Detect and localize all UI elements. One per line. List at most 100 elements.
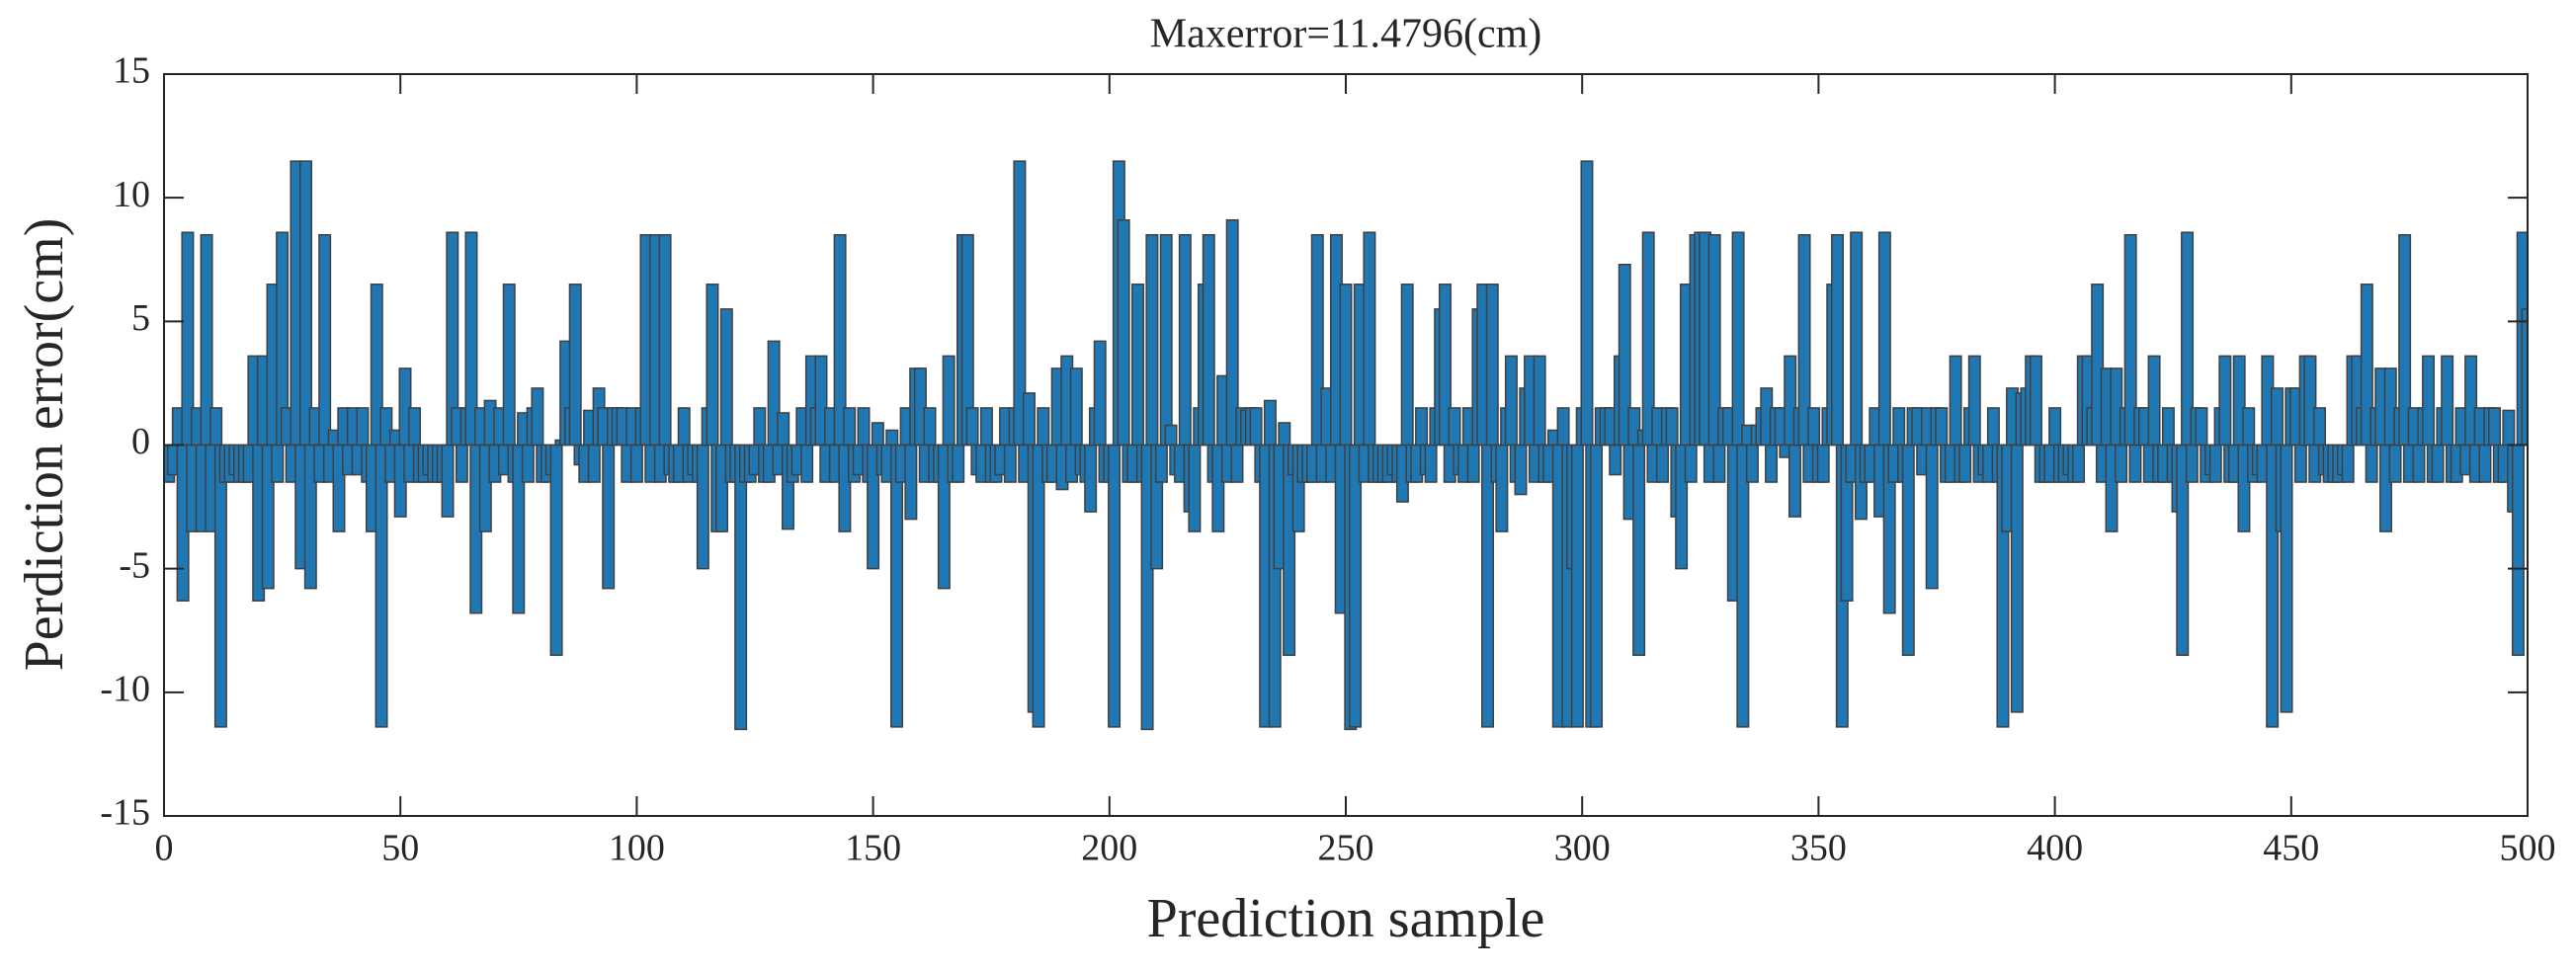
- bar: [2511, 444, 2525, 657]
- bar: [890, 444, 904, 728]
- bar: [1154, 444, 1168, 483]
- x-tick-label: 350: [1790, 828, 1847, 869]
- bar: [1570, 444, 1584, 728]
- y-tick-label: -15: [100, 792, 150, 834]
- bar: [1533, 355, 1546, 447]
- bar: [374, 444, 388, 728]
- bar: [1850, 231, 1864, 447]
- bar: [658, 233, 672, 447]
- bar: [2388, 444, 2402, 483]
- bar: [1590, 444, 1604, 728]
- bar: [2072, 444, 2086, 483]
- bar: [1278, 422, 1291, 447]
- bar: [568, 284, 582, 447]
- y-tick-label: 5: [131, 297, 150, 339]
- bar: [2441, 355, 2454, 447]
- x-tick-label: 0: [155, 828, 174, 869]
- bar: [1108, 444, 1122, 728]
- bar: [1665, 407, 1679, 447]
- bar: [1967, 355, 1981, 447]
- bar: [965, 407, 979, 447]
- x-tick-label: 200: [1081, 828, 1137, 869]
- bar: [1580, 160, 1594, 447]
- bar: [706, 284, 719, 447]
- bar: [502, 284, 516, 447]
- x-tick-label: 450: [2263, 828, 2319, 869]
- bar: [777, 412, 790, 447]
- bar: [1003, 444, 1017, 483]
- x-tick-label: 100: [609, 828, 665, 869]
- bar: [441, 444, 455, 518]
- bar: [1349, 444, 1363, 728]
- bar: [696, 444, 709, 570]
- y-tick-label: -5: [119, 544, 150, 586]
- x-tick-label: 50: [381, 828, 419, 869]
- bar: [1807, 407, 1821, 447]
- bar: [871, 422, 884, 447]
- bar: [1787, 444, 1801, 518]
- bar: [1556, 407, 1570, 447]
- bar: [2313, 407, 2326, 447]
- x-tick-label: 150: [845, 828, 901, 869]
- bar: [719, 308, 733, 447]
- bar: [1178, 233, 1192, 447]
- bar: [2502, 409, 2516, 447]
- bar: [587, 444, 601, 483]
- bar: [1249, 407, 1263, 447]
- bar: [1339, 284, 1353, 447]
- y-tick-label: 0: [131, 421, 150, 462]
- bar: [2478, 444, 2492, 483]
- bar: [1069, 367, 1083, 447]
- chart-title: Maxerror=11.4796(cm): [1150, 12, 1542, 57]
- bar: [904, 444, 918, 521]
- bar: [2488, 407, 2502, 447]
- bar: [2218, 355, 2232, 447]
- bar: [1958, 444, 1972, 483]
- y-tick-label: -10: [100, 669, 150, 710]
- bar: [1877, 231, 1891, 447]
- bar: [1263, 399, 1277, 447]
- x-axis-label: Prediction sample: [1147, 888, 1545, 949]
- bar: [2010, 444, 2024, 713]
- x-tick-label: 500: [2500, 828, 2556, 869]
- bar: [1831, 233, 1845, 447]
- bar: [1032, 444, 1045, 728]
- bar: [885, 429, 899, 447]
- bar: [1765, 444, 1779, 483]
- bar: [1188, 444, 1202, 532]
- bar: [1424, 444, 1438, 483]
- bar: [1022, 392, 1036, 447]
- bar: [942, 355, 956, 447]
- bar: [2029, 355, 2042, 447]
- bar: [1632, 444, 1646, 657]
- bar: [2185, 444, 2199, 483]
- bar: [677, 407, 691, 447]
- bar: [629, 444, 643, 483]
- bar: [2128, 444, 2142, 483]
- bar: [2341, 444, 2355, 483]
- bar: [2270, 387, 2284, 447]
- bar: [1131, 284, 1144, 447]
- bar: [1504, 355, 1518, 447]
- bar: [521, 444, 535, 483]
- bar: [213, 444, 227, 728]
- bar: [549, 444, 563, 657]
- bar: [734, 444, 748, 731]
- bar: [2365, 444, 2378, 483]
- x-tick-label: 250: [1318, 828, 1374, 869]
- bar: [2048, 407, 2062, 447]
- bar: [1949, 355, 1962, 447]
- bar: [1466, 444, 1480, 483]
- bar: [1230, 444, 1244, 483]
- bar: [1400, 284, 1414, 447]
- bar: [1448, 407, 1461, 447]
- bar: [753, 407, 767, 447]
- bar: [2422, 355, 2436, 447]
- bar: [1415, 407, 1429, 447]
- bar: [1609, 444, 1622, 476]
- bar: [271, 444, 285, 483]
- bar: [1145, 233, 1159, 447]
- bar: [1084, 444, 1098, 513]
- bar: [1736, 444, 1750, 728]
- bar: [800, 444, 814, 483]
